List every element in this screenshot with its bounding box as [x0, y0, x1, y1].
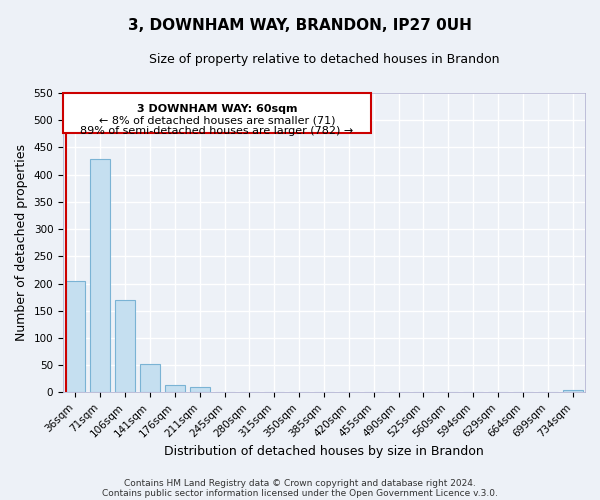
- Text: ← 8% of detached houses are smaller (71): ← 8% of detached houses are smaller (71): [99, 116, 335, 126]
- FancyBboxPatch shape: [63, 93, 371, 134]
- Title: Size of property relative to detached houses in Brandon: Size of property relative to detached ho…: [149, 52, 499, 66]
- Y-axis label: Number of detached properties: Number of detached properties: [15, 144, 28, 341]
- Bar: [65, 281, 85, 392]
- Bar: [91, 160, 110, 392]
- Bar: [140, 364, 160, 392]
- Bar: [190, 387, 209, 392]
- Text: 3 DOWNHAM WAY: 60sqm: 3 DOWNHAM WAY: 60sqm: [137, 104, 297, 114]
- Bar: [165, 386, 185, 392]
- Text: Contains HM Land Registry data © Crown copyright and database right 2024.: Contains HM Land Registry data © Crown c…: [124, 478, 476, 488]
- Bar: [563, 390, 583, 392]
- Text: 3, DOWNHAM WAY, BRANDON, IP27 0UH: 3, DOWNHAM WAY, BRANDON, IP27 0UH: [128, 18, 472, 32]
- X-axis label: Distribution of detached houses by size in Brandon: Distribution of detached houses by size …: [164, 444, 484, 458]
- Text: 89% of semi-detached houses are larger (782) →: 89% of semi-detached houses are larger (…: [80, 126, 353, 136]
- Text: Contains public sector information licensed under the Open Government Licence v.: Contains public sector information licen…: [102, 488, 498, 498]
- Bar: [115, 300, 135, 392]
